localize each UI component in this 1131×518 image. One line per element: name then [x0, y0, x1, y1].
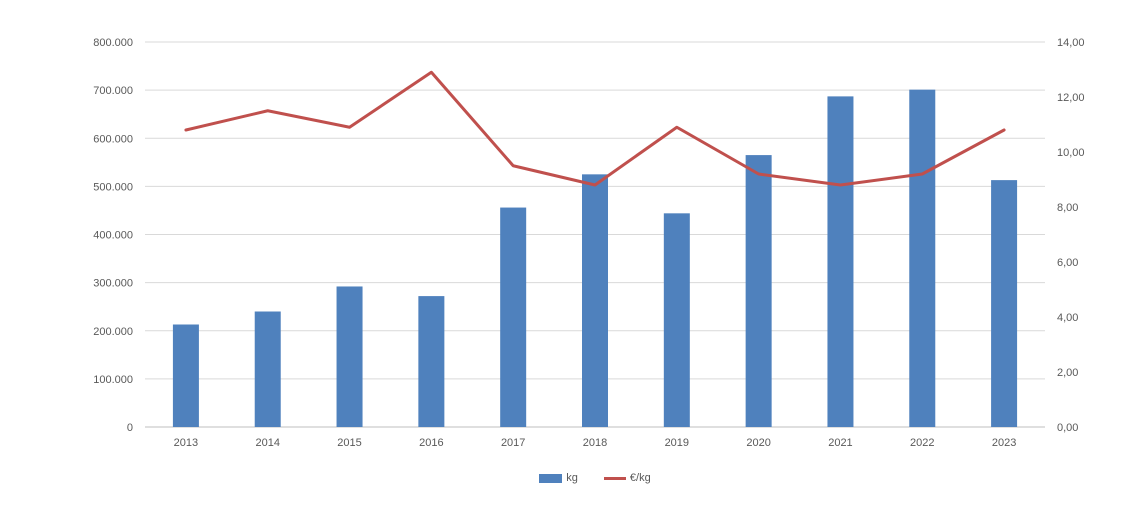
left-axis-tick-label: 500.000 — [93, 181, 133, 193]
bar-2022[interactable] — [909, 89, 936, 428]
left-axis-tick-label: 400.000 — [93, 230, 133, 242]
legend-label-kg: kg — [566, 472, 578, 484]
right-axis-tick-label: 2,00 — [1057, 367, 1078, 379]
bar-2023[interactable] — [991, 180, 1018, 427]
x-axis-category-label: 2018 — [583, 437, 607, 449]
right-axis-tick-label: 0,00 — [1057, 422, 1078, 434]
bar-2020[interactable] — [745, 155, 772, 427]
bar-2016[interactable] — [418, 296, 445, 427]
left-axis-tick-label: 200.000 — [93, 326, 133, 338]
x-axis-category-label: 2014 — [255, 437, 279, 449]
x-axis-category-label: 2021 — [828, 437, 852, 449]
x-axis-category-label: 2022 — [910, 437, 934, 449]
x-axis-category-label: 2019 — [665, 437, 689, 449]
right-axis-tick-label: 4,00 — [1057, 312, 1078, 324]
legend-label-eur-per-kg: €/kg — [629, 472, 651, 484]
left-axis-tick-label: 700.000 — [93, 85, 133, 97]
bar-2019[interactable] — [663, 213, 690, 427]
right-axis-tick-label: 6,00 — [1057, 257, 1078, 269]
right-axis-tick-label: 8,00 — [1057, 202, 1078, 214]
bar-2015[interactable] — [336, 286, 363, 427]
eur-per-kg-line[interactable] — [184, 70, 1006, 187]
bar-2014[interactable] — [254, 311, 281, 428]
legend-item-eur-per-kg[interactable]: €/kg — [603, 472, 651, 484]
legend-item-kg[interactable]: kg — [539, 472, 578, 484]
left-axis-tick-label: 0 — [127, 422, 133, 434]
left-axis-tick-label: 800.000 — [93, 37, 133, 49]
left-axis-tick-label: 600.000 — [93, 133, 133, 145]
chart-legend: kg €/kg — [145, 468, 1045, 488]
bar-2013[interactable] — [172, 324, 199, 427]
eur-per-kg-series-swatch — [603, 476, 626, 480]
left-axis-tick-label: 300.000 — [93, 278, 133, 290]
right-axis-tick-label: 10,00 — [1057, 147, 1085, 159]
bar-2021[interactable] — [827, 96, 854, 427]
x-axis-category-label: 2016 — [419, 437, 443, 449]
bar-2018[interactable] — [582, 174, 608, 427]
bar-2017[interactable] — [500, 207, 527, 427]
right-axis-tick-label: 12,00 — [1057, 92, 1085, 104]
left-axis-tick-label: 100.000 — [93, 374, 133, 386]
right-axis-tick-label: 14,00 — [1057, 37, 1085, 49]
x-axis-category-label: 2013 — [174, 437, 198, 449]
x-axis-category-label: 2023 — [992, 437, 1016, 449]
x-axis-category-label: 2020 — [746, 437, 770, 449]
x-axis-category-label: 2017 — [501, 437, 525, 449]
kg-series-swatch — [539, 473, 563, 483]
x-axis-category-label: 2015 — [337, 437, 361, 449]
